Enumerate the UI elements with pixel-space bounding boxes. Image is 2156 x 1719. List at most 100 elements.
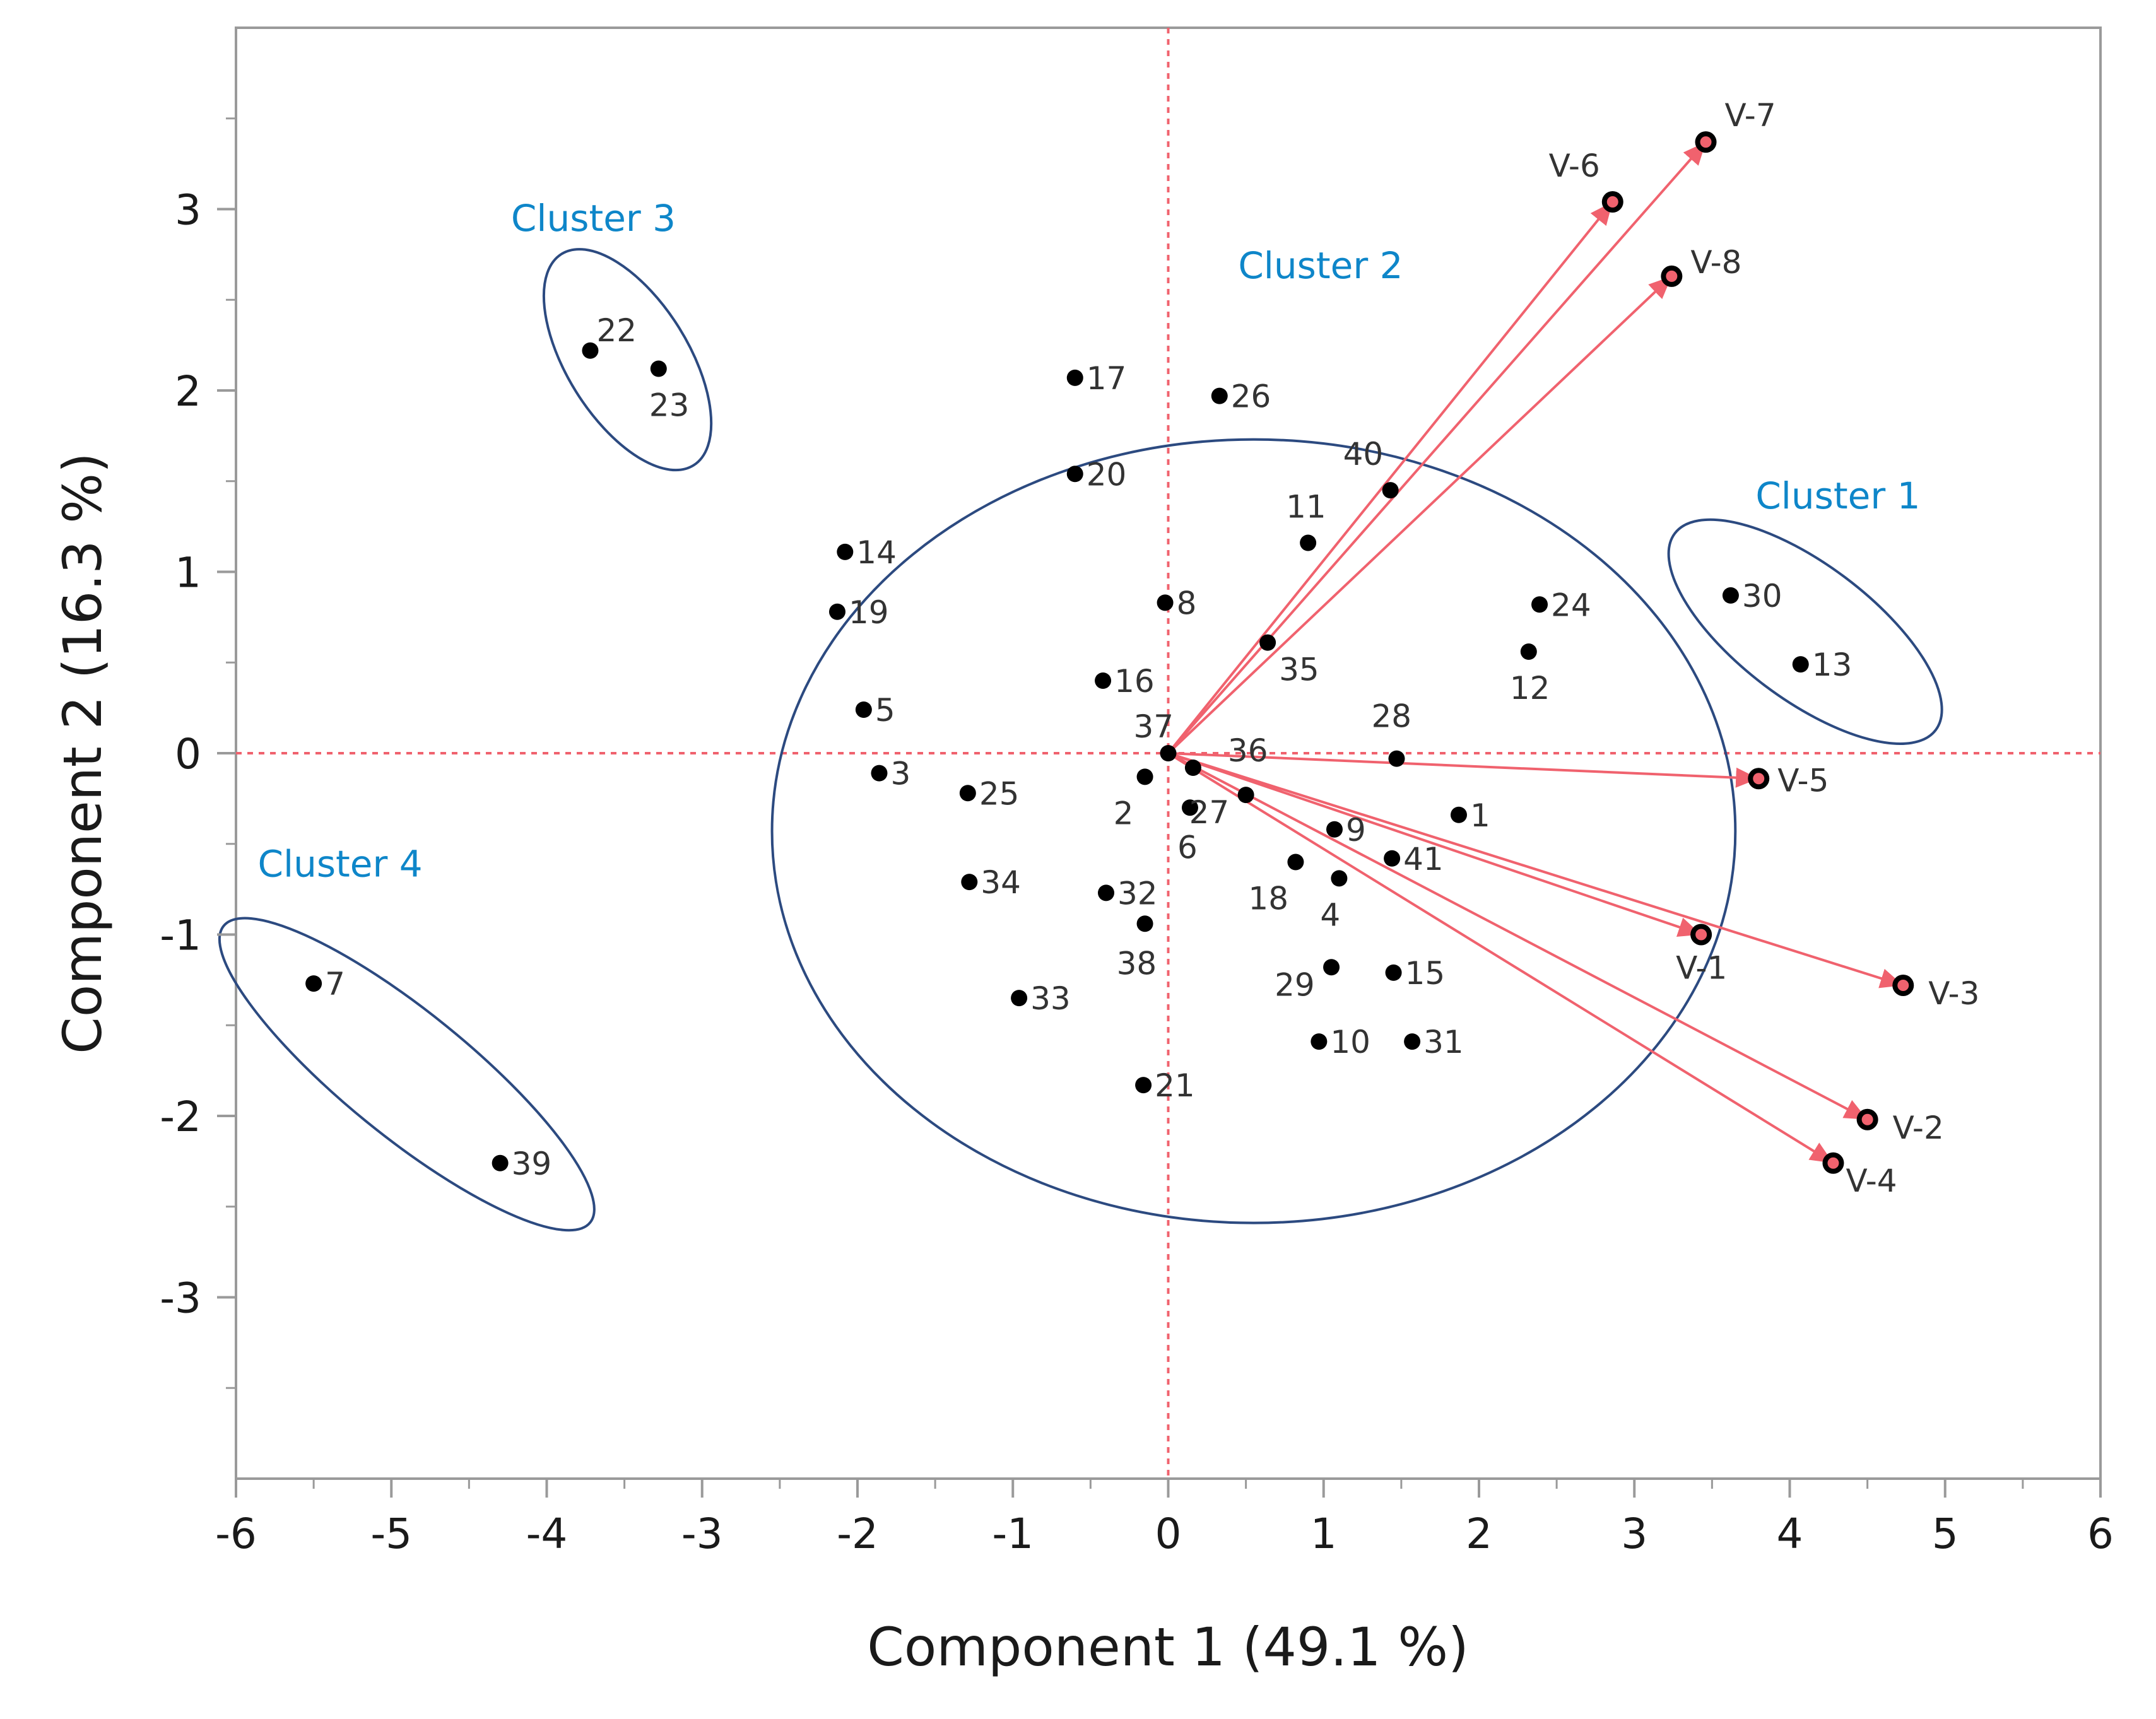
data-point — [1066, 369, 1083, 386]
point-label: 18 — [1248, 881, 1288, 917]
point-label: 28 — [1371, 698, 1411, 735]
data-point — [1385, 964, 1402, 981]
loading-vector — [1167, 141, 1707, 754]
data-point — [305, 975, 322, 992]
loading-vector — [1167, 275, 1673, 754]
vector-tip — [1897, 980, 1909, 991]
point-label: 16 — [1114, 663, 1155, 700]
data-point — [1531, 596, 1548, 613]
vector-tip — [1753, 773, 1765, 785]
point-label: 12 — [1510, 670, 1550, 707]
y-axis-title: Component 2 (16.3 %) — [52, 452, 114, 1054]
point-label: 20 — [1087, 456, 1127, 493]
cluster-label: Cluster 1 — [1755, 474, 1920, 517]
data-point — [1237, 787, 1254, 804]
data-point — [1326, 821, 1343, 838]
data-point — [837, 543, 854, 560]
x-tick-label: 2 — [1466, 1510, 1492, 1558]
point-label: 29 — [1275, 966, 1315, 1003]
y-tick-label: 2 — [175, 367, 201, 416]
x-tick-label: 0 — [1155, 1510, 1182, 1558]
loading-vector — [1167, 752, 1702, 937]
data-point — [1136, 768, 1153, 785]
data-point — [1404, 1033, 1421, 1050]
point-label: 23 — [649, 387, 690, 424]
data-point — [1011, 990, 1028, 1007]
x-tick-label: -6 — [215, 1510, 257, 1558]
vector-label: V-1 — [1676, 950, 1727, 987]
point-label: 39 — [512, 1146, 552, 1182]
point-label: 6 — [1177, 829, 1198, 865]
point-label: 31 — [1423, 1024, 1464, 1060]
data-point — [650, 360, 667, 377]
point-label: 13 — [1812, 647, 1853, 683]
data-point — [1184, 760, 1201, 776]
data-point — [855, 701, 872, 718]
data-point — [871, 765, 888, 782]
x-tick-label: -3 — [681, 1510, 723, 1558]
x-tick-label: 5 — [1932, 1510, 1959, 1558]
y-tick-label: -3 — [160, 1274, 201, 1323]
data-point — [1331, 870, 1348, 887]
y-tick-label: 0 — [175, 730, 201, 778]
data-point — [1384, 850, 1401, 867]
data-point — [1323, 959, 1340, 976]
vector-label: V-2 — [1893, 1110, 1944, 1146]
point-label: 1 — [1470, 797, 1490, 834]
data-point — [1722, 587, 1739, 604]
point-label: 11 — [1286, 489, 1326, 525]
data-point — [1792, 656, 1809, 673]
vector-tip — [1827, 1157, 1839, 1169]
point-label: 22 — [596, 312, 637, 349]
point-label: 38 — [1117, 945, 1157, 982]
vector-label: V-3 — [1928, 975, 1979, 1012]
x-tick-label: 3 — [1621, 1510, 1647, 1558]
data-point — [1098, 884, 1114, 901]
point-label: 7 — [325, 966, 345, 1002]
score-points: 1234567891011121314151617181920212223242… — [305, 312, 1852, 1182]
vector-tip — [1861, 1113, 1873, 1125]
vector-tip — [1695, 929, 1707, 941]
point-label: 35 — [1279, 652, 1319, 688]
y-tick-label: -2 — [160, 1093, 201, 1141]
cluster-label: Cluster 3 — [511, 197, 676, 240]
cluster-ellipse-3 — [542, 248, 713, 472]
y-tick-label: 3 — [175, 186, 201, 235]
point-label: 27 — [1189, 794, 1230, 831]
point-label: 24 — [1551, 587, 1591, 623]
x-tick-label: -2 — [837, 1510, 878, 1558]
point-label: 40 — [1343, 436, 1384, 472]
point-label: 34 — [981, 864, 1021, 901]
cluster-ellipse-2 — [770, 438, 1737, 1224]
y-tick-label: 1 — [175, 549, 201, 597]
point-label: 2 — [1114, 795, 1134, 831]
vector-label: V-6 — [1549, 148, 1600, 184]
vector-tip — [1606, 196, 1618, 208]
vector-tip — [1666, 270, 1678, 282]
data-point — [582, 342, 599, 359]
loading-vectors: V-1 V-2 V-3 V-4 V-5 V-6 V-7 V-8 — [1167, 97, 1979, 1199]
point-label: 15 — [1405, 955, 1446, 992]
point-label: 33 — [1030, 980, 1071, 1017]
x-tick-label: 6 — [2087, 1510, 2114, 1558]
data-point — [1300, 534, 1317, 551]
point-label: 9 — [1346, 812, 1366, 848]
point-label: 25 — [979, 775, 1020, 812]
vector-label: V-5 — [1777, 762, 1829, 799]
x-tick-label: -4 — [526, 1510, 568, 1558]
cluster-label: Cluster 4 — [257, 843, 422, 886]
point-label: 14 — [856, 534, 897, 571]
point-label: 5 — [875, 692, 895, 729]
point-label: 41 — [1403, 841, 1444, 877]
point-label: 30 — [1742, 578, 1782, 614]
data-point — [1066, 466, 1083, 483]
cluster-ellipse-1 — [1667, 518, 1943, 745]
data-point — [1259, 634, 1276, 651]
data-point — [1311, 1033, 1328, 1050]
x-tick-label: -1 — [992, 1510, 1034, 1558]
point-label: 26 — [1231, 378, 1271, 415]
data-point — [1382, 482, 1399, 499]
point-label: 10 — [1330, 1024, 1370, 1060]
